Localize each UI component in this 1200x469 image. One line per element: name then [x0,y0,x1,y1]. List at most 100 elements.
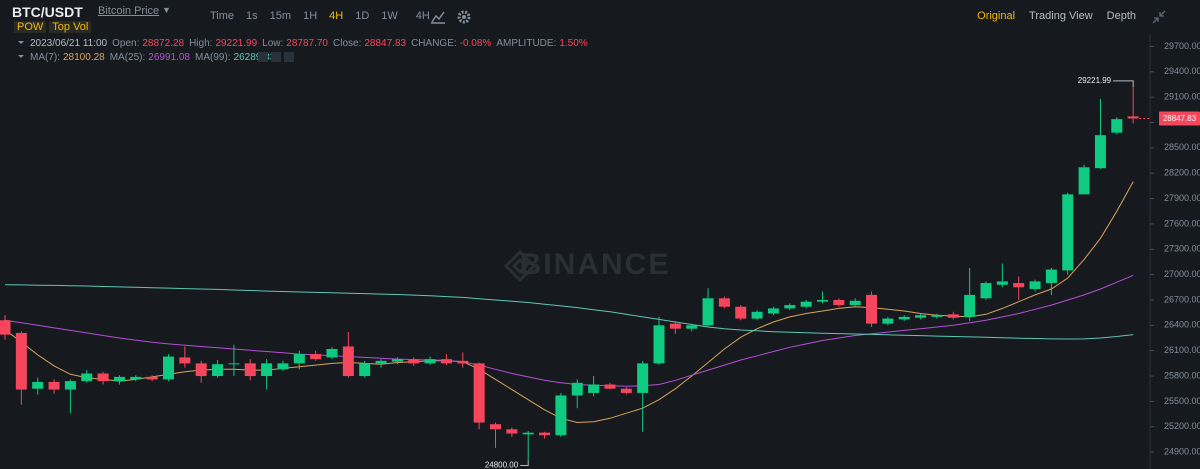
info-value: 1.50% [559,38,587,49]
y-tick-label: 25500.00 [1164,396,1200,406]
view-tab[interactable]: Trading View [1029,10,1093,22]
candle-body [604,384,616,389]
high-label: 29221.99 [1078,76,1112,85]
candle-body [342,346,354,377]
candle-body [898,316,910,320]
tag[interactable]: Top Vol [49,21,92,33]
candle-body [620,388,632,393]
interval[interactable]: 1H [303,10,318,22]
view-tab[interactable]: Original [977,10,1016,22]
settings-icon[interactable] [457,10,471,24]
ohlc-info: 2023/06/21 11:00 Open: 28872.28 High: 29221.… [30,38,588,49]
candle-body [669,323,681,329]
candle-body [571,382,583,396]
candle-body [751,311,763,319]
high-pointer [1113,80,1134,87]
interval[interactable]: Time [210,10,235,22]
info-value: -0.08% [460,38,492,49]
info-label: AMPLITUDE: [496,38,556,49]
interval[interactable]: 1D [355,10,370,22]
candle-body [637,363,649,393]
candle-body [506,429,518,434]
low-label: 24800.00 [485,461,519,469]
watermark-logo [503,249,537,283]
candle-body [1094,135,1106,169]
info-label: High: [189,38,212,49]
interval[interactable]: 1s [246,10,258,22]
candle-body [964,294,976,317]
interval[interactable]: 4H [329,10,344,22]
candle-body [146,376,158,380]
price-tag [1159,111,1200,126]
candle-body [735,306,747,319]
info-label: Open: [112,38,139,49]
candle-body [702,298,714,326]
info-label: Low: [262,38,283,49]
watermark: BINANCE [520,248,671,281]
legend-button [271,52,281,62]
candle-body [996,281,1008,285]
candle-body [293,354,305,364]
candle-body [490,424,501,430]
y-tick-label: 26400.00 [1164,320,1200,330]
candle-body [81,373,93,382]
caret[interactable]: ▼ [162,5,171,15]
legend-name: MA(25): [110,52,146,63]
candle-body [1078,167,1090,195]
info-label: Close: [333,38,361,49]
tool-icons [431,10,471,24]
info-label: CHANGE: [411,38,457,49]
info-caret [18,41,24,44]
candle-body [1013,283,1025,288]
candle-body [653,325,665,364]
legend-button [284,52,294,62]
subtitle-link[interactable]: Bitcoin Price [98,5,160,17]
candle-body [686,325,698,329]
candle-body [718,298,730,307]
y-tick-label: 27900.00 [1164,193,1200,203]
legend-name: MA(99): [195,52,231,63]
candle-body [97,373,109,382]
interval[interactable]: 15m [269,10,292,22]
candle-body [931,315,943,317]
candle-body [555,395,567,436]
info-value: 28847.83 [364,38,406,49]
candle-body [440,359,452,364]
candle-body [359,363,371,377]
candle-body [457,360,469,364]
indicator-icon[interactable] [431,11,445,24]
y-tick-label: 29700.00 [1164,41,1200,51]
ma-legend: MA(7): 28100.28 MA(25): 26991.08 MA(99): 2628… [30,52,276,63]
toolbar: BTC/USDT Bitcoin Price ▼ POW Top Vol Time… [0,0,1200,34]
legend-button [258,52,268,62]
y-tick-label: 27600.00 [1164,218,1200,228]
candle-body [212,364,224,377]
candle-body [130,376,142,380]
tag[interactable]: POW [14,21,47,33]
legend-name: MA(7): [30,52,60,63]
collapse-icon[interactable] [1152,10,1166,24]
y-tick-label: 29400.00 [1164,66,1200,76]
y-tick-label: 25800.00 [1164,370,1200,380]
info-value: 29221.99 [215,38,257,49]
candle-body [539,432,551,436]
interval-dropdown[interactable]: 4H [415,10,430,22]
y-tick-label: 29100.00 [1164,92,1200,102]
candle-body [947,314,959,318]
legend-value: 26991.08 [148,52,190,63]
ma-caret [18,55,24,58]
symbol[interactable]: BTC/USDT [12,4,83,20]
y-tick-label: 26700.00 [1164,294,1200,304]
candle-body [1127,116,1139,119]
candle-body [15,332,27,390]
candle-body [113,376,125,382]
y-tick-label: 28500.00 [1164,142,1200,152]
candle-body [375,360,387,364]
view-tab[interactable]: Depth [1106,10,1136,22]
candle-body [424,359,436,364]
interval[interactable]: 1W [381,10,398,22]
candle-body [1029,281,1041,289]
candle-body [391,359,403,362]
candle-body [800,301,812,307]
